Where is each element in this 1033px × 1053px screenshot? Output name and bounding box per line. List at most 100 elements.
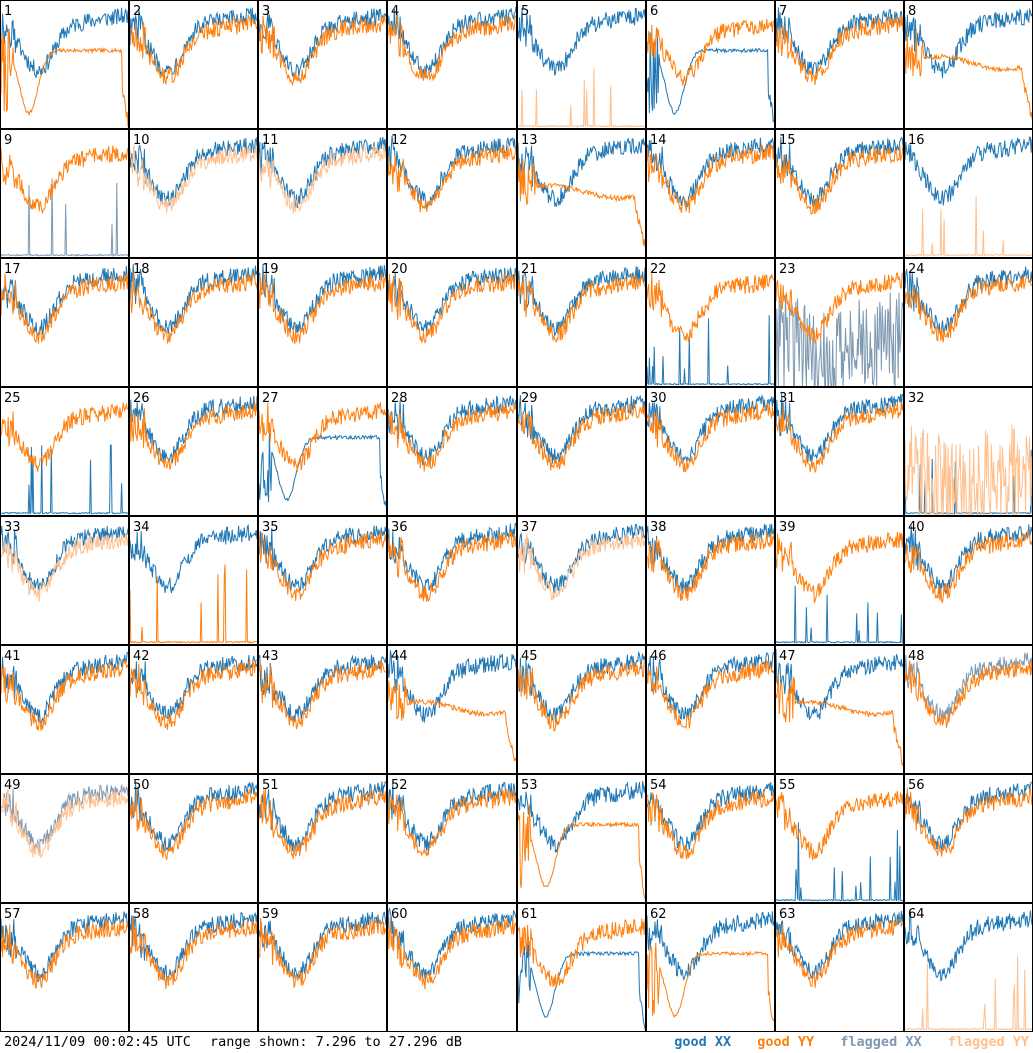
- panel-border-25: [0, 387, 129, 516]
- panel-label-23: 23: [779, 262, 796, 277]
- panel-border-5: [517, 0, 646, 129]
- panel-border-34: [129, 516, 258, 645]
- series-yy-25: [0, 402, 129, 472]
- series-yy-12: [387, 145, 517, 213]
- panel-label-41: 41: [4, 649, 21, 664]
- panel-border-14: [646, 129, 775, 258]
- antenna-panel-38: 38: [646, 516, 775, 645]
- series-yy-55: [775, 790, 904, 861]
- antenna-panel-20: 20: [387, 258, 517, 387]
- series-xx-33: [0, 525, 129, 593]
- panel-label-5: 5: [521, 4, 529, 19]
- panel-border-9: [0, 129, 129, 258]
- series-yy-27: [258, 402, 387, 472]
- panel-border-29: [517, 387, 646, 516]
- panel-label-33: 33: [4, 520, 21, 535]
- series-yy-53: [517, 804, 646, 900]
- series-xx-41: [0, 650, 129, 724]
- antenna-panel-14: 14: [646, 129, 775, 258]
- series-yy-24: [904, 275, 1033, 343]
- series-xx-54: [646, 782, 775, 853]
- panel-label-12: 12: [391, 133, 408, 148]
- antenna-panel-34: 34: [129, 516, 258, 645]
- legend-good-xx: good XX: [674, 1034, 732, 1050]
- series-xx-37: [517, 523, 646, 594]
- series-xx-47: [775, 649, 904, 721]
- series-yy-47: [775, 673, 904, 767]
- series-xx-64: [904, 909, 1033, 982]
- series-yy-23: [775, 272, 904, 345]
- panel-border-18: [129, 258, 258, 387]
- series-xx-58: [129, 912, 258, 981]
- series-yy-60: [387, 917, 517, 990]
- panel-border-24: [904, 258, 1033, 387]
- series-xx-44: [387, 650, 517, 723]
- antenna-panel-53: 53: [517, 774, 646, 903]
- series-yy-45: [517, 659, 646, 732]
- series-yy-50: [129, 789, 258, 860]
- series-yy-29: [517, 403, 646, 471]
- series-xx-22: [646, 315, 775, 386]
- antenna-panel-32: 32: [904, 387, 1033, 516]
- antenna-panel-30: 30: [646, 387, 775, 516]
- panel-border-2: [129, 0, 258, 129]
- panel-label-59: 59: [262, 907, 279, 922]
- series-xx-43: [258, 654, 387, 723]
- panel-label-26: 26: [133, 391, 150, 406]
- panel-border-6: [646, 0, 775, 129]
- antenna-panel-18: 18: [129, 258, 258, 387]
- antenna-panel-51: 51: [258, 774, 387, 903]
- panel-border-44: [387, 645, 517, 774]
- panel-label-11: 11: [262, 133, 279, 148]
- panel-label-34: 34: [133, 520, 150, 535]
- panel-border-46: [646, 645, 775, 774]
- panel-label-43: 43: [262, 649, 279, 664]
- panel-border-22: [646, 258, 775, 387]
- series-yy-18: [129, 272, 258, 344]
- panel-label-39: 39: [779, 520, 796, 535]
- series-xx-60: [387, 907, 517, 980]
- antenna-panel-58: 58: [129, 903, 258, 1032]
- antenna-panel-39: 39: [775, 516, 904, 645]
- antenna-panel-6: 6: [646, 0, 775, 129]
- panel-label-45: 45: [521, 649, 538, 664]
- antenna-panel-2: 2: [129, 0, 258, 129]
- antenna-panel-43: 43: [258, 645, 387, 774]
- antenna-panel-56: 56: [904, 774, 1033, 903]
- panel-label-51: 51: [262, 778, 279, 793]
- antenna-panel-62: 62: [646, 903, 775, 1032]
- panel-border-63: [775, 903, 904, 1032]
- panel-border-52: [387, 774, 517, 903]
- series-yy-7: [775, 16, 904, 85]
- panel-border-27: [258, 387, 387, 516]
- panel-label-8: 8: [908, 4, 916, 19]
- series-yy-40: [904, 529, 1033, 604]
- series-yy-61: [517, 918, 646, 988]
- series-xx-8: [904, 7, 1033, 79]
- series-xx-50: [129, 781, 258, 852]
- series-xx-10: [129, 136, 258, 206]
- antenna-panel-11: 11: [258, 129, 387, 258]
- panel-label-28: 28: [391, 391, 408, 406]
- legend-good-yy: good YY: [757, 1034, 815, 1050]
- panel-label-50: 50: [133, 778, 150, 793]
- panel-label-61: 61: [521, 907, 538, 922]
- panel-label-24: 24: [908, 262, 925, 277]
- series-xx-26: [129, 395, 258, 464]
- panel-label-2: 2: [133, 4, 141, 19]
- panel-label-31: 31: [779, 391, 796, 406]
- panel-border-7: [775, 0, 904, 129]
- panel-label-17: 17: [4, 262, 21, 277]
- series-yy-52: [387, 788, 517, 857]
- panel-label-60: 60: [391, 907, 408, 922]
- panel-label-58: 58: [133, 907, 150, 922]
- antenna-panel-22: 22: [646, 258, 775, 387]
- panel-border-4: [387, 0, 517, 129]
- series-yy-46: [646, 659, 775, 730]
- panel-border-42: [129, 645, 258, 774]
- panel-label-30: 30: [650, 391, 667, 406]
- series-xx-52: [387, 780, 517, 853]
- series-xx-25: [0, 444, 129, 515]
- antenna-panel-7: 7: [775, 0, 904, 129]
